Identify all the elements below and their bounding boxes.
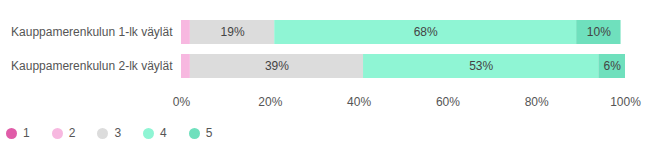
html-text:4: 4 xyxy=(160,126,167,140)
svg-text:10%: 10% xyxy=(587,25,611,39)
svg-text:Kauppamerenkulun 1-lk väylät: Kauppamerenkulun 1-lk väylät xyxy=(11,25,173,39)
svg-text:6%: 6% xyxy=(604,59,622,73)
html-text:5: 5 xyxy=(205,126,213,140)
svg-text:80%: 80% xyxy=(525,95,549,109)
svg-text:39%: 39% xyxy=(265,59,289,73)
svg-text:Kauppamerenkulun 2-lk väylät: Kauppamerenkulun 2-lk väylät xyxy=(11,59,173,73)
html-text:3: 3 xyxy=(114,126,122,140)
svg-text:60%: 60% xyxy=(436,95,460,109)
svg-text:40%: 40% xyxy=(347,95,371,109)
html-text:1: 1 xyxy=(23,126,30,140)
svg-text:100%: 100% xyxy=(610,95,641,109)
html-text:2: 2 xyxy=(68,126,76,140)
svg-text:53%: 53% xyxy=(469,59,493,73)
svg-text:20%: 20% xyxy=(258,95,282,109)
svg-text:19%: 19% xyxy=(221,25,245,39)
svg-text:68%: 68% xyxy=(414,25,438,39)
svg-text:0%: 0% xyxy=(173,95,191,109)
